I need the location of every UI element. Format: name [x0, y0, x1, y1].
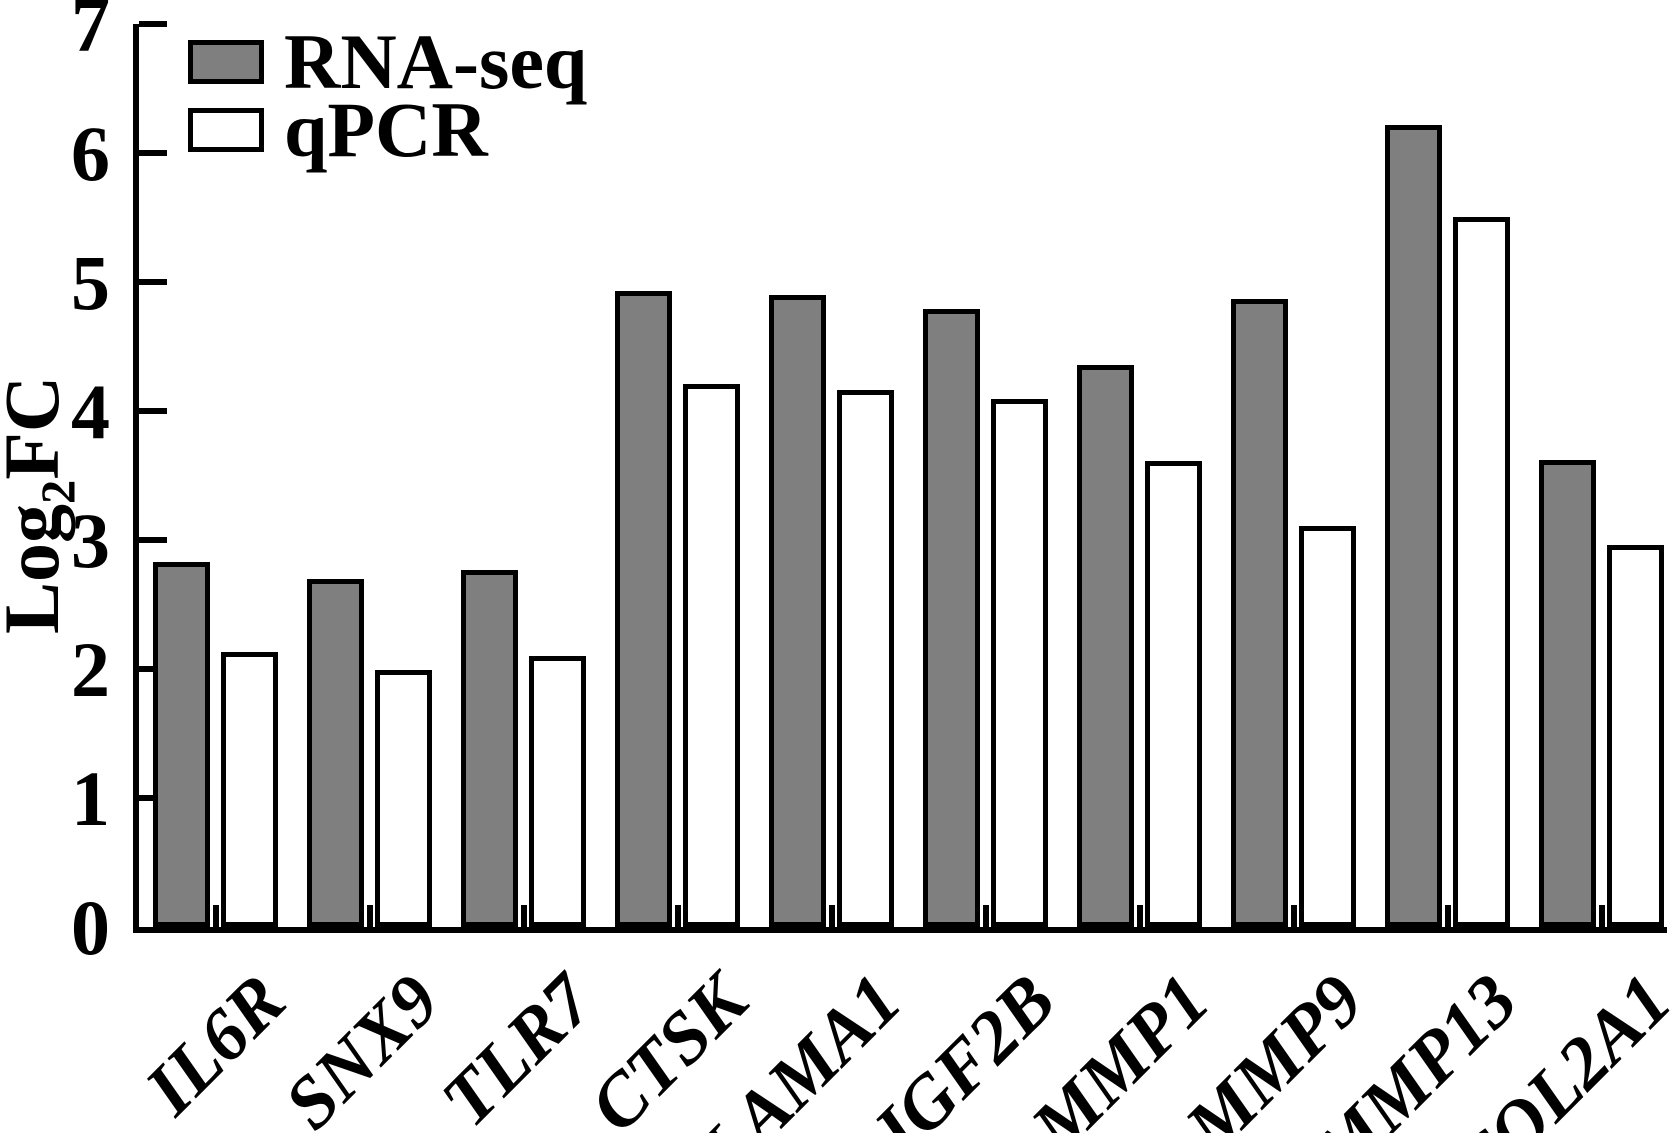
y-tick-label: 3	[71, 497, 110, 584]
y-tick-label: 7	[71, 0, 110, 68]
bar-rnaseq-lama1	[769, 295, 826, 927]
x-tick	[212, 905, 219, 927]
legend-label-rnaseq: RNA-seq	[284, 18, 588, 105]
bar-qpcr-col2a1	[1607, 545, 1664, 927]
bar-rnaseq-igf2b	[923, 309, 980, 927]
bar-rnaseq-ctsk	[615, 291, 672, 927]
bar-qpcr-tlr7	[529, 656, 586, 927]
x-tick	[982, 905, 989, 927]
x-tick	[520, 905, 527, 927]
y-tick	[139, 150, 167, 156]
y-tick-label: 2	[71, 626, 110, 713]
bar-qpcr-mmp1	[1145, 461, 1202, 927]
y-axis-line	[133, 24, 139, 933]
y-tick-label: 4	[71, 368, 110, 455]
x-tick	[1136, 905, 1143, 927]
x-tick	[1444, 905, 1451, 927]
legend-row-qpcr: qPCR	[188, 91, 587, 169]
x-tick	[366, 905, 373, 927]
bar-rnaseq-col2a1	[1539, 460, 1596, 927]
bar-qpcr-snx9	[375, 670, 432, 927]
bar-rnaseq-snx9	[307, 579, 364, 927]
bar-qpcr-mmp13	[1453, 217, 1510, 927]
legend: RNA-seq qPCR	[188, 23, 587, 169]
bar-rnaseq-mmp9	[1231, 299, 1288, 927]
x-tick	[1290, 905, 1297, 927]
x-axis-line	[133, 927, 1667, 933]
bar-qpcr-lama1	[837, 390, 894, 927]
legend-row-rnaseq: RNA-seq	[188, 23, 587, 101]
x-tick	[1598, 905, 1605, 927]
bar-rnaseq-mmp13	[1385, 125, 1442, 927]
y-tick-label: 5	[71, 239, 110, 326]
legend-swatch-rnaseq-icon	[188, 40, 264, 84]
legend-label-qpcr: qPCR	[284, 86, 488, 173]
y-tick	[139, 279, 167, 285]
bar-rnaseq-tlr7	[461, 570, 518, 927]
y-tick-label: 1	[71, 755, 110, 842]
y-tick-label: 0	[71, 884, 110, 971]
bar-qpcr-mmp9	[1299, 526, 1356, 927]
y-tick	[139, 537, 167, 543]
bar-qpcr-igf2b	[991, 399, 1048, 927]
bar-qpcr-ctsk	[683, 384, 740, 927]
x-tick	[674, 905, 681, 927]
y-tick-label: 6	[71, 110, 110, 197]
y-tick	[139, 408, 167, 414]
x-tick	[828, 905, 835, 927]
bar-rnaseq-il6r	[153, 562, 210, 927]
bar-rnaseq-mmp1	[1077, 365, 1134, 927]
bar-qpcr-il6r	[221, 652, 278, 927]
legend-swatch-qpcr-icon	[188, 108, 264, 152]
y-tick	[139, 21, 167, 27]
